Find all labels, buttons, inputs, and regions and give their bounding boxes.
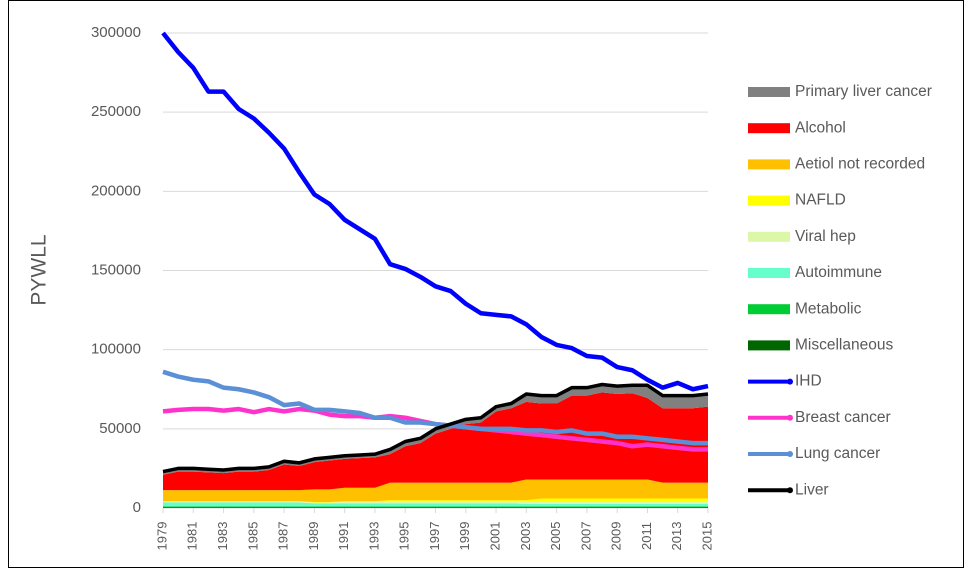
legend-swatch <box>748 304 790 315</box>
x-tick-label: 1991 <box>336 522 351 551</box>
area <box>163 498 708 503</box>
area <box>163 479 708 502</box>
legend-marker <box>787 414 793 421</box>
x-tick-label: 2007 <box>578 522 593 551</box>
legend-label: Alcohol <box>795 119 846 136</box>
legend-item: Alcohol <box>748 119 846 136</box>
x-tick-label: 2009 <box>609 522 624 551</box>
legend-item: Autoimmune <box>748 264 882 281</box>
legend-marker <box>787 487 793 494</box>
x-tick-label: 2001 <box>487 522 502 551</box>
y-tick-label: 100000 <box>91 341 141 358</box>
legend-label: IHD <box>795 373 822 390</box>
y-tick-label: 300000 <box>91 24 141 41</box>
x-tick-label: 1997 <box>427 522 442 551</box>
y-axis-label: PYWLL <box>28 234 51 305</box>
legend-item: Primary liver cancer <box>748 83 932 100</box>
y-tick-label: 250000 <box>91 103 141 120</box>
legend-label: Aetiol not recorded <box>795 155 925 172</box>
line <box>162 369 708 446</box>
line <box>161 31 709 392</box>
legend-swatch <box>748 340 790 351</box>
legend-swatch <box>748 268 790 278</box>
legend-label: Lung cancer <box>795 445 880 462</box>
y-tick-label: 200000 <box>91 182 141 199</box>
y-tick-label: 0 <box>133 499 141 516</box>
x-tick-label: 1999 <box>457 522 472 551</box>
x-tick-label: 1985 <box>245 522 260 551</box>
x-tick-label: 2013 <box>669 522 684 551</box>
x-tick-label: 2011 <box>639 522 654 550</box>
legend-item: Miscellaneous <box>748 336 893 353</box>
area <box>163 502 708 507</box>
x-tick-label: 1989 <box>306 522 321 551</box>
legend-item: Metabolic <box>748 300 862 317</box>
legend-item: Liver <box>748 481 829 498</box>
x-tick-label: 2003 <box>518 522 533 551</box>
legend-item: IHD <box>748 373 822 390</box>
x-tick-label: 1993 <box>366 522 381 551</box>
legend-label: Liver <box>795 481 829 498</box>
legend-swatch <box>748 159 790 170</box>
area <box>163 506 708 508</box>
legend-item: Breast cancer <box>748 409 891 426</box>
legend-label: NAFLD <box>795 192 846 209</box>
legend-marker <box>787 378 793 385</box>
legend-label: Viral hep <box>795 228 856 245</box>
legend-item: NAFLD <box>748 192 846 209</box>
x-tick-label: 1995 <box>397 522 412 551</box>
legend-swatch <box>748 231 790 242</box>
legend-label: Metabolic <box>795 300 862 317</box>
y-tick-label: 50000 <box>99 420 141 437</box>
legend-item: Aetiol not recorded <box>748 155 925 172</box>
x-tick-label: 1987 <box>276 522 291 551</box>
area <box>163 501 708 505</box>
x-tick-label: 1979 <box>154 522 169 551</box>
x-tick-label: 2015 <box>699 522 714 551</box>
legend-label: Autoimmune <box>795 264 882 281</box>
legend-item: Lung cancer <box>748 445 880 462</box>
legend-label: Primary liver cancer <box>795 83 932 100</box>
x-tick-label: 2005 <box>548 522 563 551</box>
legend-swatch <box>748 123 790 134</box>
x-tick-label: 1981 <box>185 522 200 551</box>
legend-label: Breast cancer <box>795 409 891 426</box>
legend-swatch <box>748 195 790 206</box>
legend-marker <box>787 451 793 457</box>
y-tick-label: 150000 <box>91 261 141 278</box>
legend-label: Miscellaneous <box>795 336 893 353</box>
area <box>163 392 708 491</box>
legend-item: Viral hep <box>748 228 856 245</box>
legend-swatch <box>748 87 790 97</box>
x-tick-label: 1983 <box>215 522 230 551</box>
line <box>162 382 709 474</box>
